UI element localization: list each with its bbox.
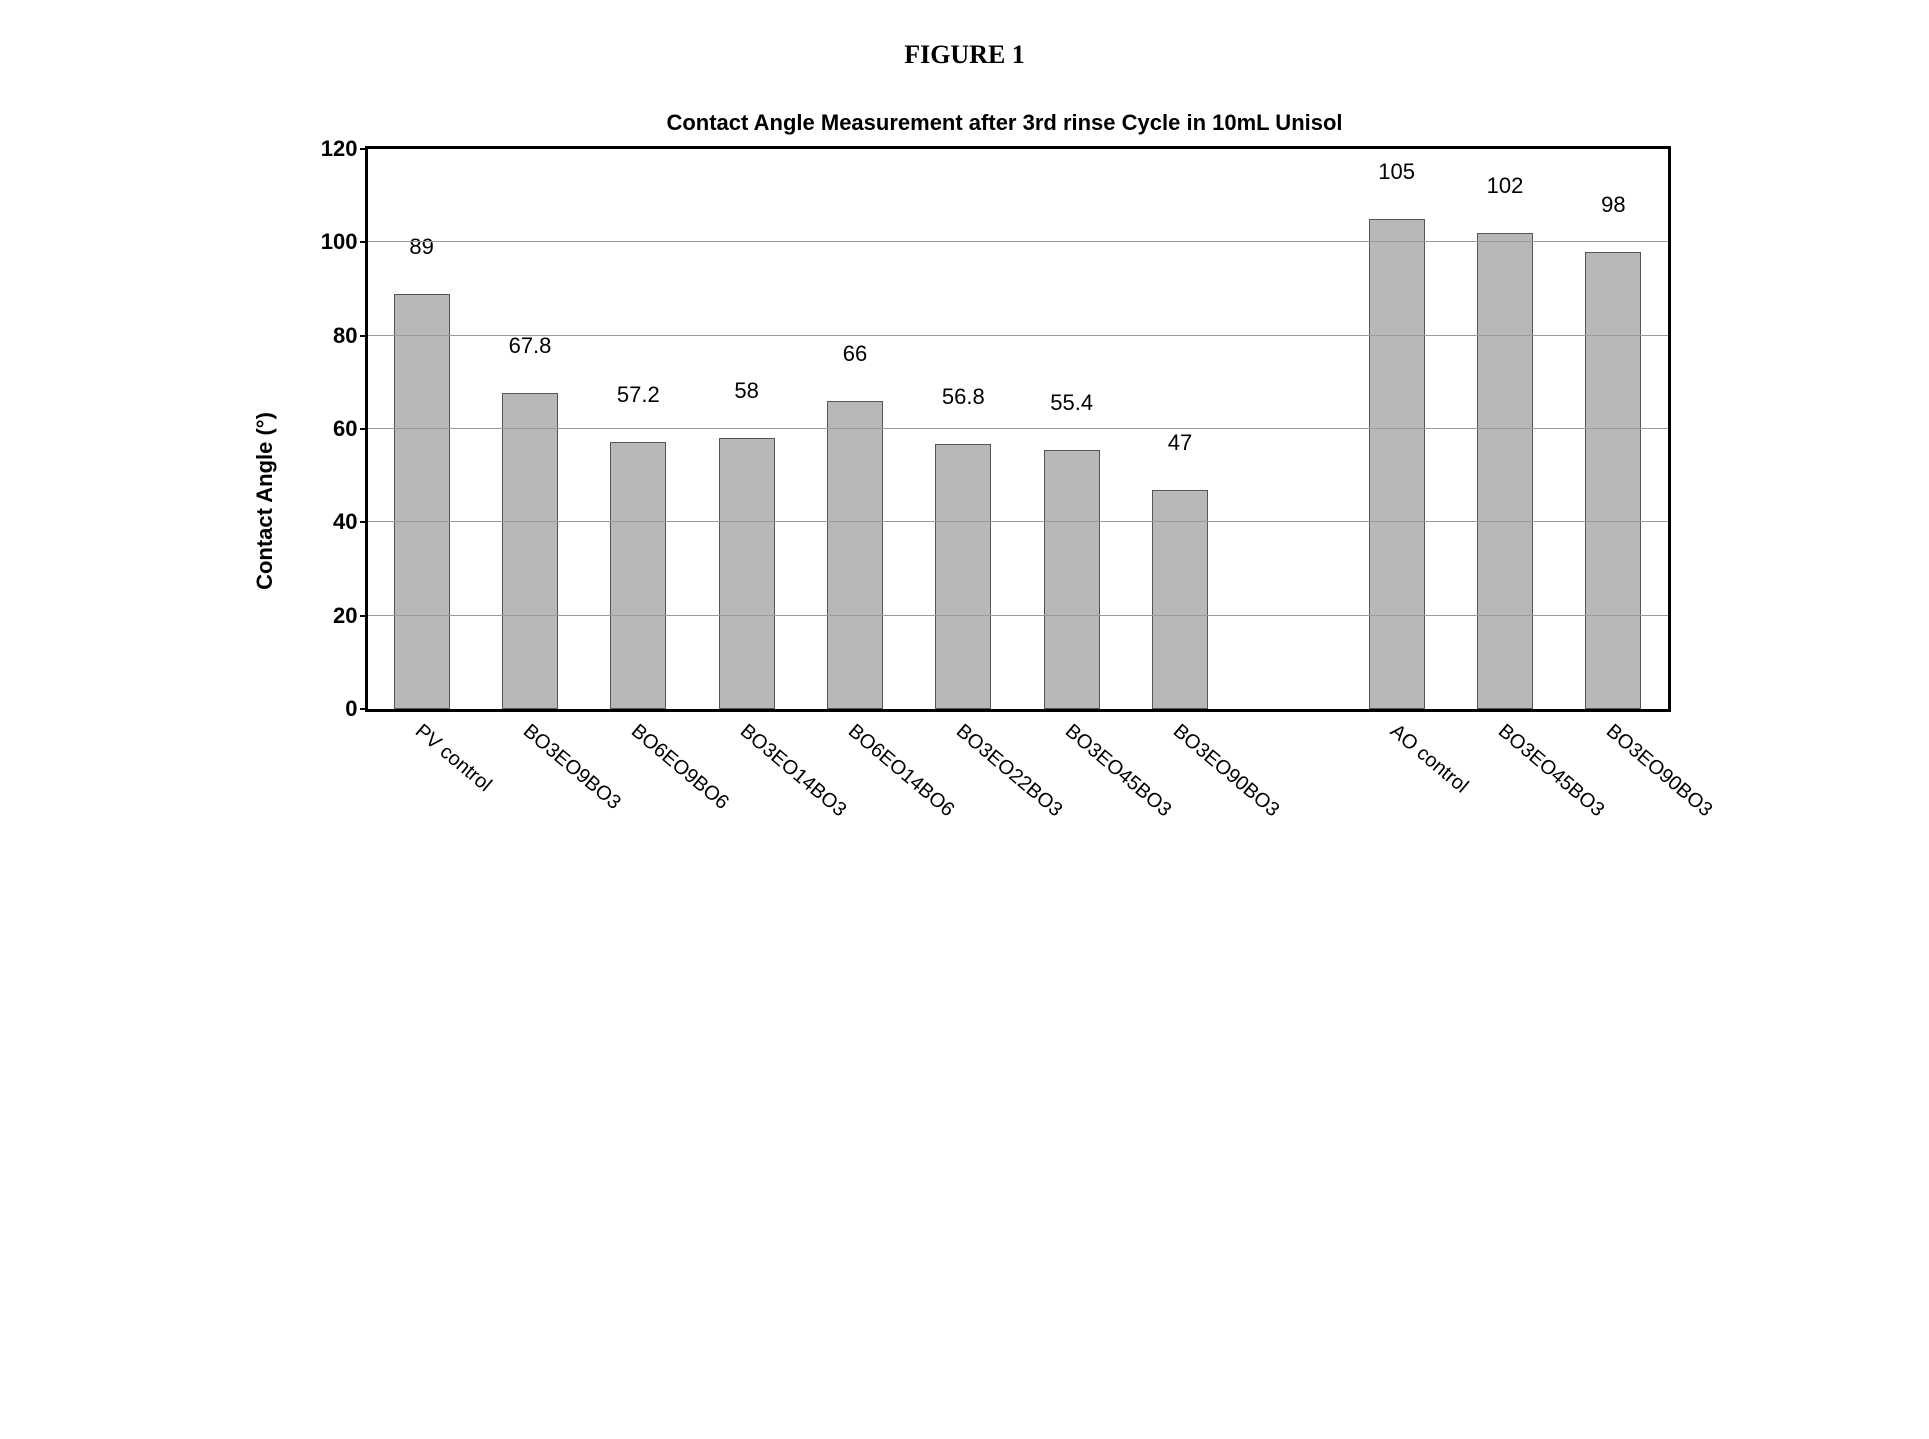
bar xyxy=(394,294,450,709)
chart-title: Contact Angle Measurement after 3rd rins… xyxy=(345,110,1665,136)
bar xyxy=(935,444,991,709)
x-tick-label: BO3EO90BO3 xyxy=(1168,720,1283,822)
chart-container: Contact Angle Measurement after 3rd rins… xyxy=(265,110,1665,892)
gridline xyxy=(368,241,1668,242)
x-axis-labels: PV controlBO3EO9BO3BO6EO9BO6BO3EO14BO3BO… xyxy=(365,712,1665,892)
ytick-label: 40 xyxy=(333,509,367,535)
bar-value-label: 56.8 xyxy=(942,384,985,414)
bar-value-label: 102 xyxy=(1487,173,1524,203)
bar-value-label: 67.8 xyxy=(509,333,552,363)
x-tick-label: AO control xyxy=(1385,720,1472,798)
bar xyxy=(1369,219,1425,709)
figure-label: FIGURE 1 xyxy=(40,40,1889,70)
bar-value-label: 57.2 xyxy=(617,382,660,412)
bar-value-label: 98 xyxy=(1601,192,1625,222)
x-tick-label: BO3EO90BO3 xyxy=(1602,720,1717,822)
x-tick-label: BO3EO14BO3 xyxy=(735,720,850,822)
bars-layer: 89 67.8 57.2 58 66 56.8 55.4 47 105 102 98 xyxy=(368,149,1668,709)
x-tick-label: BO3EO9BO3 xyxy=(518,720,625,815)
gridline xyxy=(368,428,1668,429)
bar xyxy=(827,401,883,709)
bar xyxy=(1152,490,1208,709)
plot-area: 8967.857.2586656.855.44710510298 0204060… xyxy=(365,146,1671,712)
bar xyxy=(719,438,775,709)
ytick-label: 80 xyxy=(333,323,367,349)
gridline xyxy=(368,615,1668,616)
bar-value-label: 66 xyxy=(843,341,867,371)
x-tick-label: PV control xyxy=(410,720,495,797)
gridline xyxy=(368,335,1668,336)
ytick-label: 100 xyxy=(321,229,368,255)
bar-value-label: 58 xyxy=(734,378,758,408)
bar-value-label: 89 xyxy=(409,234,433,264)
y-axis-label: Contact Angle (°) xyxy=(252,412,278,590)
x-tick-label: BO6EO9BO6 xyxy=(627,720,734,815)
ytick-label: 120 xyxy=(321,136,368,162)
bar xyxy=(1477,233,1533,709)
bar xyxy=(1585,252,1641,709)
gridline xyxy=(368,521,1668,522)
bar-value-label: 47 xyxy=(1168,430,1192,460)
bar xyxy=(502,393,558,709)
ytick-label: 60 xyxy=(333,416,367,442)
x-tick-label: BO3EO45BO3 xyxy=(1493,720,1608,822)
bar xyxy=(1044,450,1100,709)
x-tick-label: BO6EO14BO6 xyxy=(843,720,958,822)
bar xyxy=(610,442,666,709)
x-tick-label: BO3EO22BO3 xyxy=(952,720,1067,822)
bar-value-label: 55.4 xyxy=(1050,390,1093,420)
bar-value-label: 105 xyxy=(1378,159,1415,189)
ytick-label: 20 xyxy=(333,603,367,629)
x-tick-label: BO3EO45BO3 xyxy=(1060,720,1175,822)
